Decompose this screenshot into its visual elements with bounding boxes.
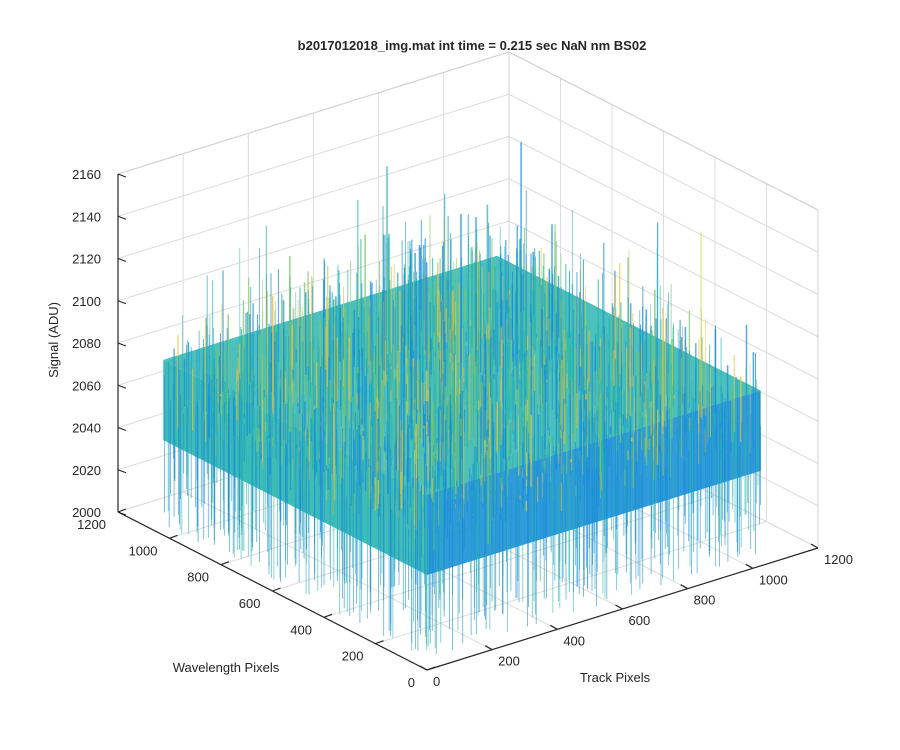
x-tick-mark xyxy=(745,563,754,569)
z-tick-label: 2140 xyxy=(72,209,101,224)
z-tick-label: 2120 xyxy=(72,252,101,267)
grid-line xyxy=(117,178,510,302)
y-tick-label: 1000 xyxy=(129,543,158,558)
grid-line xyxy=(508,136,819,295)
z-tick-label: 2040 xyxy=(72,421,101,436)
x-tick-mark xyxy=(615,604,623,610)
surface xyxy=(163,142,761,655)
box-edge xyxy=(508,51,819,211)
z-tick-mark xyxy=(117,384,127,389)
x-tick-label: 600 xyxy=(629,613,651,628)
z-tick-mark xyxy=(117,215,127,220)
z-tick-label: 2020 xyxy=(72,463,101,478)
box-edge xyxy=(117,51,510,175)
y-tick-label: 1200 xyxy=(77,517,106,532)
grid-line xyxy=(117,136,510,259)
x-tick-label: 1000 xyxy=(759,572,788,587)
z-tick-mark xyxy=(117,469,127,474)
y-tick-label: 400 xyxy=(290,622,312,637)
y-tick-label: 0 xyxy=(408,675,415,690)
y-axis-label: Wavelength Pixels xyxy=(173,660,280,675)
y-tick-mark xyxy=(117,508,127,513)
z-tick-label: 2000 xyxy=(72,505,101,520)
grid-line xyxy=(508,220,819,380)
z-tick-mark xyxy=(117,300,127,305)
tick-labels: 0 200 400 600 800 1000 1200 0 200 400 600 800 1000 12… xyxy=(72,167,853,690)
z-tick-label: 2160 xyxy=(72,167,101,182)
x-tick-mark xyxy=(550,624,558,630)
y-tick-label: 200 xyxy=(342,649,364,664)
z-tick-label: 2060 xyxy=(72,378,101,393)
x-tick-label: 1200 xyxy=(824,552,853,567)
z-tick-mark xyxy=(117,342,127,347)
x-tick-label: 800 xyxy=(694,593,716,608)
x-tick-label: 400 xyxy=(563,633,585,648)
y-tick-mark xyxy=(169,534,178,539)
x-tick-label: 200 xyxy=(498,654,520,669)
x-tick-label: 0 xyxy=(433,674,440,689)
y-tick-mark xyxy=(323,613,333,618)
y-tick-label: 600 xyxy=(239,596,261,611)
x-tick-mark xyxy=(810,543,819,549)
x-tick-mark xyxy=(419,665,428,671)
grid-line xyxy=(508,93,819,253)
z-tick-mark xyxy=(117,257,127,263)
y-tick-mark xyxy=(220,561,230,566)
grid-line xyxy=(117,93,510,217)
y-tick-mark xyxy=(375,640,384,645)
x-tick-mark xyxy=(484,645,493,651)
z-tick-label: 2080 xyxy=(72,336,101,351)
chart-title: b2017012018_img.mat int time = 0.215 sec… xyxy=(298,38,647,53)
z-tick-mark xyxy=(117,426,127,432)
x-tick-mark xyxy=(680,584,688,590)
z-axis-label: Signal (ADU) xyxy=(46,302,61,378)
z-tick-label: 2100 xyxy=(72,294,101,309)
y-tick-mark xyxy=(272,587,281,592)
z-tick-mark xyxy=(117,173,127,178)
z-tick-mark xyxy=(117,511,127,516)
y-tick-mark xyxy=(426,666,436,671)
grid-line xyxy=(508,178,819,338)
y-tick-label: 800 xyxy=(187,570,209,585)
x-axis-label: Track Pixels xyxy=(580,670,651,685)
